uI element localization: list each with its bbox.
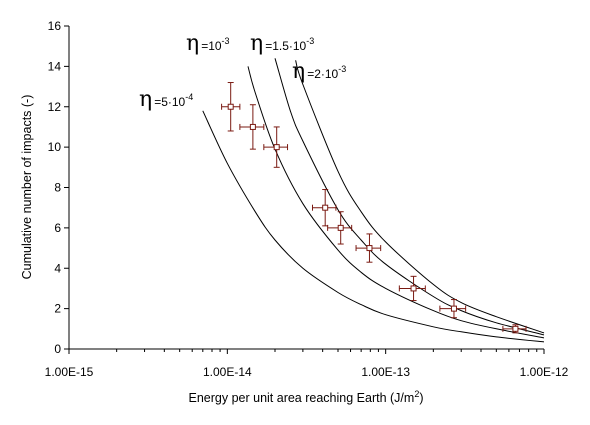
point-marker xyxy=(410,285,417,292)
ticks: 0 2 4 6 8 10 12 14 16 1.00E-15 1.00E-14 1.00E-13 1.0… xyxy=(45,19,569,379)
point-marker xyxy=(337,224,344,231)
curve-label-text: η =10-3 xyxy=(186,31,230,56)
theory-curves xyxy=(202,58,545,343)
point-marker xyxy=(366,245,373,252)
y-tick-label: 14 xyxy=(48,59,62,73)
x-axis-title: Energy per unit area reaching Earth (J/m… xyxy=(189,389,424,405)
data-point xyxy=(311,189,337,227)
y-tick-label: 2 xyxy=(54,302,61,316)
point-marker xyxy=(249,123,256,130)
data-point xyxy=(263,126,289,168)
point-marker xyxy=(450,305,457,312)
x-axis-title-superscript: 2 xyxy=(414,389,419,399)
curve-label-0: η =5·10-4 xyxy=(139,87,193,112)
y-tick-label: 6 xyxy=(54,221,61,235)
data-point xyxy=(439,299,467,319)
data-point xyxy=(221,82,241,132)
y-tick-label: 4 xyxy=(54,261,61,275)
y-axis-title: Cumulative number of impacts (-) xyxy=(20,95,34,280)
y-tick-label: 12 xyxy=(48,100,62,114)
data-point xyxy=(327,211,353,245)
x-tick-label: 1.00E-14 xyxy=(203,365,252,379)
curve-eta-2 xyxy=(274,58,545,336)
data-point xyxy=(355,233,382,263)
point-marker xyxy=(322,204,329,211)
curve-label-1: η =10-3 xyxy=(186,31,230,56)
curve-labels: η =5·10-4 η =10-3 η =1.5·10-3 η =2·10-3 xyxy=(139,31,346,112)
curve-eta-3 xyxy=(295,60,545,334)
data-point xyxy=(239,104,265,150)
y-tick-label: 16 xyxy=(48,19,62,33)
y-tick-label: 0 xyxy=(54,342,61,356)
data-point xyxy=(398,275,426,302)
point-marker xyxy=(227,103,234,110)
curve-label-text: η =1.5·10-3 xyxy=(250,31,314,56)
curve-eta-0 xyxy=(202,110,545,343)
x-tick-label: 1.00E-15 xyxy=(45,365,94,379)
observations xyxy=(221,82,527,334)
x-tick-label: 1.00E-13 xyxy=(361,365,410,379)
point-marker xyxy=(273,144,280,151)
x-tick-label: 1.00E-12 xyxy=(520,365,569,379)
y-tick-label: 8 xyxy=(54,181,61,195)
y-tick-label: 10 xyxy=(48,140,62,154)
point-marker xyxy=(512,325,519,332)
curve-label-3: η =2·10-3 xyxy=(292,59,346,84)
curve-eta-1 xyxy=(247,66,545,339)
data-point xyxy=(502,324,527,334)
curve-label-2: η =1.5·10-3 xyxy=(250,31,314,56)
curve-label-text: η =5·10-4 xyxy=(139,87,193,112)
curve-label-text: η =2·10-3 xyxy=(292,59,346,84)
